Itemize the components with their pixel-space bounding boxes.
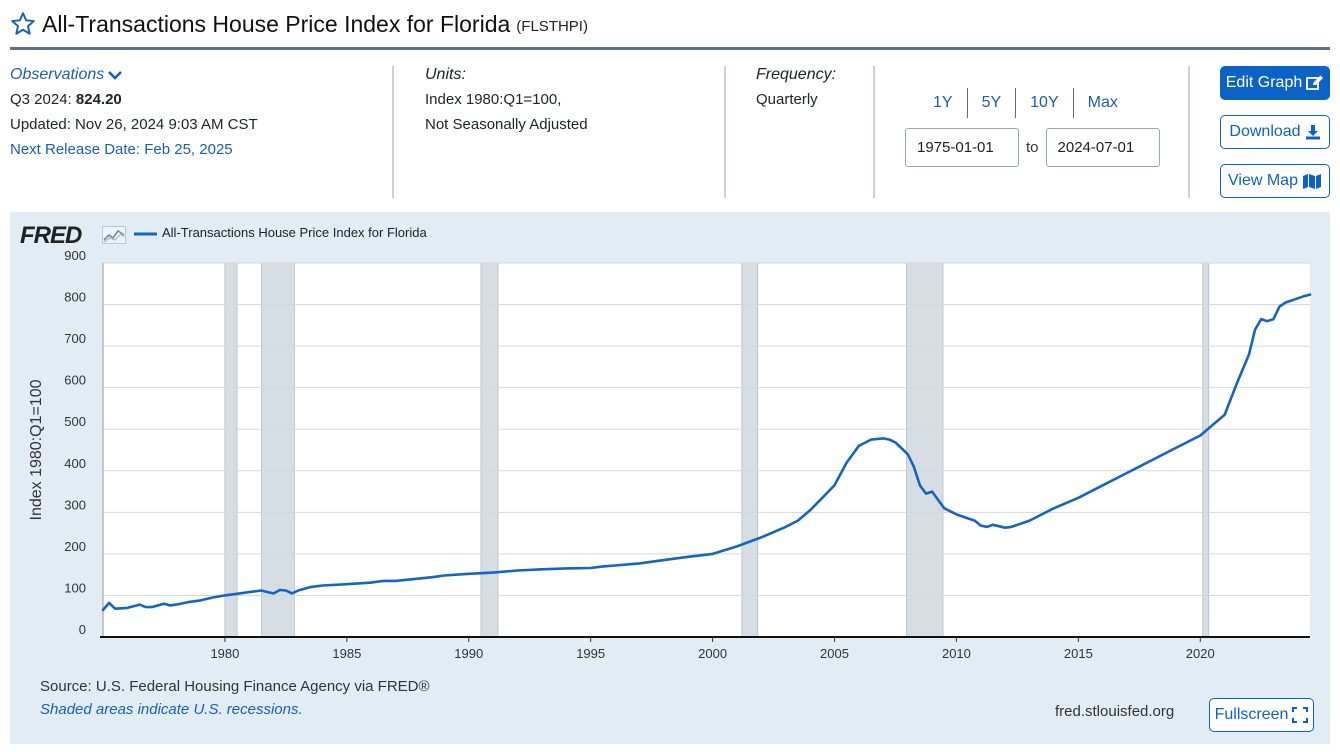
divider [873,66,875,198]
legend-label: All-Transactions House Price Index for F… [162,225,427,240]
recession-band [480,262,499,638]
x-tick-label: 2015 [1064,646,1093,661]
recession-shading [103,262,1310,638]
y-tick-label: 700 [64,331,86,346]
x-tick-label: 2010 [942,646,971,661]
date-inputs: to [905,128,1165,167]
date-to-label: to [1026,139,1039,156]
recession-band [1202,262,1210,638]
next-release-link[interactable]: Next Release Date: Feb 25, 2025 [10,141,233,158]
frequency-label: Frequency: [756,66,837,83]
source-text: Source: U.S. Federal Housing Finance Age… [40,678,430,695]
x-tick-label: 1980 [210,646,239,661]
y-tick-label: 800 [64,290,86,305]
units-block: Units: Index 1980:Q1=100, Not Seasonally… [425,62,715,137]
map-icon [1302,174,1321,189]
page-title: All-Transactions House Price Index for F… [42,10,511,37]
recession-band [224,262,238,638]
range-5y[interactable]: 5Y [966,88,1016,118]
observation-value: 824.20 [75,91,122,108]
end-date-input[interactable] [1045,128,1160,167]
fred-logo-chart-icon [102,226,126,244]
fullscreen-icon [1292,707,1309,723]
range-max[interactable]: Max [1072,88,1132,118]
y-tick-label: 600 [64,373,86,388]
edit-graph-button[interactable]: Edit Graph [1220,66,1330,100]
series-id: (FLSTHPI) [516,17,588,35]
y-tick-label: 300 [64,497,86,512]
units-line-2: Not Seasonally Adjusted [425,116,588,133]
y-tick-label: 200 [64,539,86,554]
series [101,293,1312,612]
latest-observation: Q3 2024: 824.20 [10,87,390,112]
divider [724,66,726,198]
range-10y[interactable]: 10Y [1015,88,1072,118]
observations-block: Observations Q3 2024: 824.20 Updated: No… [10,62,390,162]
download-button[interactable]: Download [1220,115,1330,149]
star-icon[interactable] [10,11,36,37]
view-map-button[interactable]: View Map [1220,164,1330,198]
start-date-input[interactable] [905,128,1019,167]
y-tick-label: 500 [64,414,86,429]
y-tick-label: 900 [64,248,86,263]
x-tick-label: 1995 [576,646,605,661]
frequency-value: Quarterly [756,91,818,108]
recession-note: Shaded areas indicate U.S. recessions. [40,701,303,718]
recession-band [261,262,295,638]
edit-icon [1306,75,1324,90]
x-tick-label: 2005 [820,646,849,661]
view-map-label: View Map [1228,172,1298,189]
date-range-controls: 1Y 5Y 10Y Max to [905,88,1165,167]
divider [1188,66,1190,198]
chevron-down-icon [108,70,123,80]
plot-area [103,263,1310,637]
range-1y[interactable]: 1Y [933,94,953,111]
title-bar: All-Transactions House Price Index for F… [10,6,1330,42]
x-tick-label: 1990 [454,646,483,661]
range-links: 1Y 5Y 10Y Max [919,88,1165,118]
series-line [101,293,1312,612]
y-tick-label: 0 [79,622,86,637]
x-tick-label: 2020 [1186,646,1215,661]
frequency-block: Frequency: Quarterly [756,62,866,112]
observations-label: Observations [10,66,105,83]
axes: 0 100 200 300 400 500 600 700 800 900 1980 1985 1990… [64,248,1310,661]
x-tick-label: 1985 [332,646,361,661]
units-line-1: Index 1980:Q1=100, [425,91,562,108]
download-label: Download [1229,123,1301,140]
observation-period: Q3 2024: [10,91,72,108]
edit-graph-label: Edit Graph [1225,74,1303,91]
y-axis-label: Index 1980:Q1=100 [28,379,45,520]
title-divider [10,47,1330,50]
recession-band [741,262,759,638]
observations-toggle[interactable]: Observations [10,62,123,87]
x-tick-label: 2000 [698,646,727,661]
divider [392,66,394,198]
units-label: Units: [425,66,466,83]
fullscreen-label: Fullscreen [1214,706,1289,723]
y-tick-label: 100 [64,580,86,595]
recession-band [906,262,944,638]
fred-logo: FRED [20,222,82,249]
y-tick-label: 400 [64,456,86,471]
fullscreen-button[interactable]: Fullscreen [1209,698,1314,732]
updated-text: Updated: Nov 26, 2024 9:03 AM CST [10,116,258,133]
download-icon [1305,125,1320,140]
site-url: fred.stlouisfed.org [1055,703,1175,720]
